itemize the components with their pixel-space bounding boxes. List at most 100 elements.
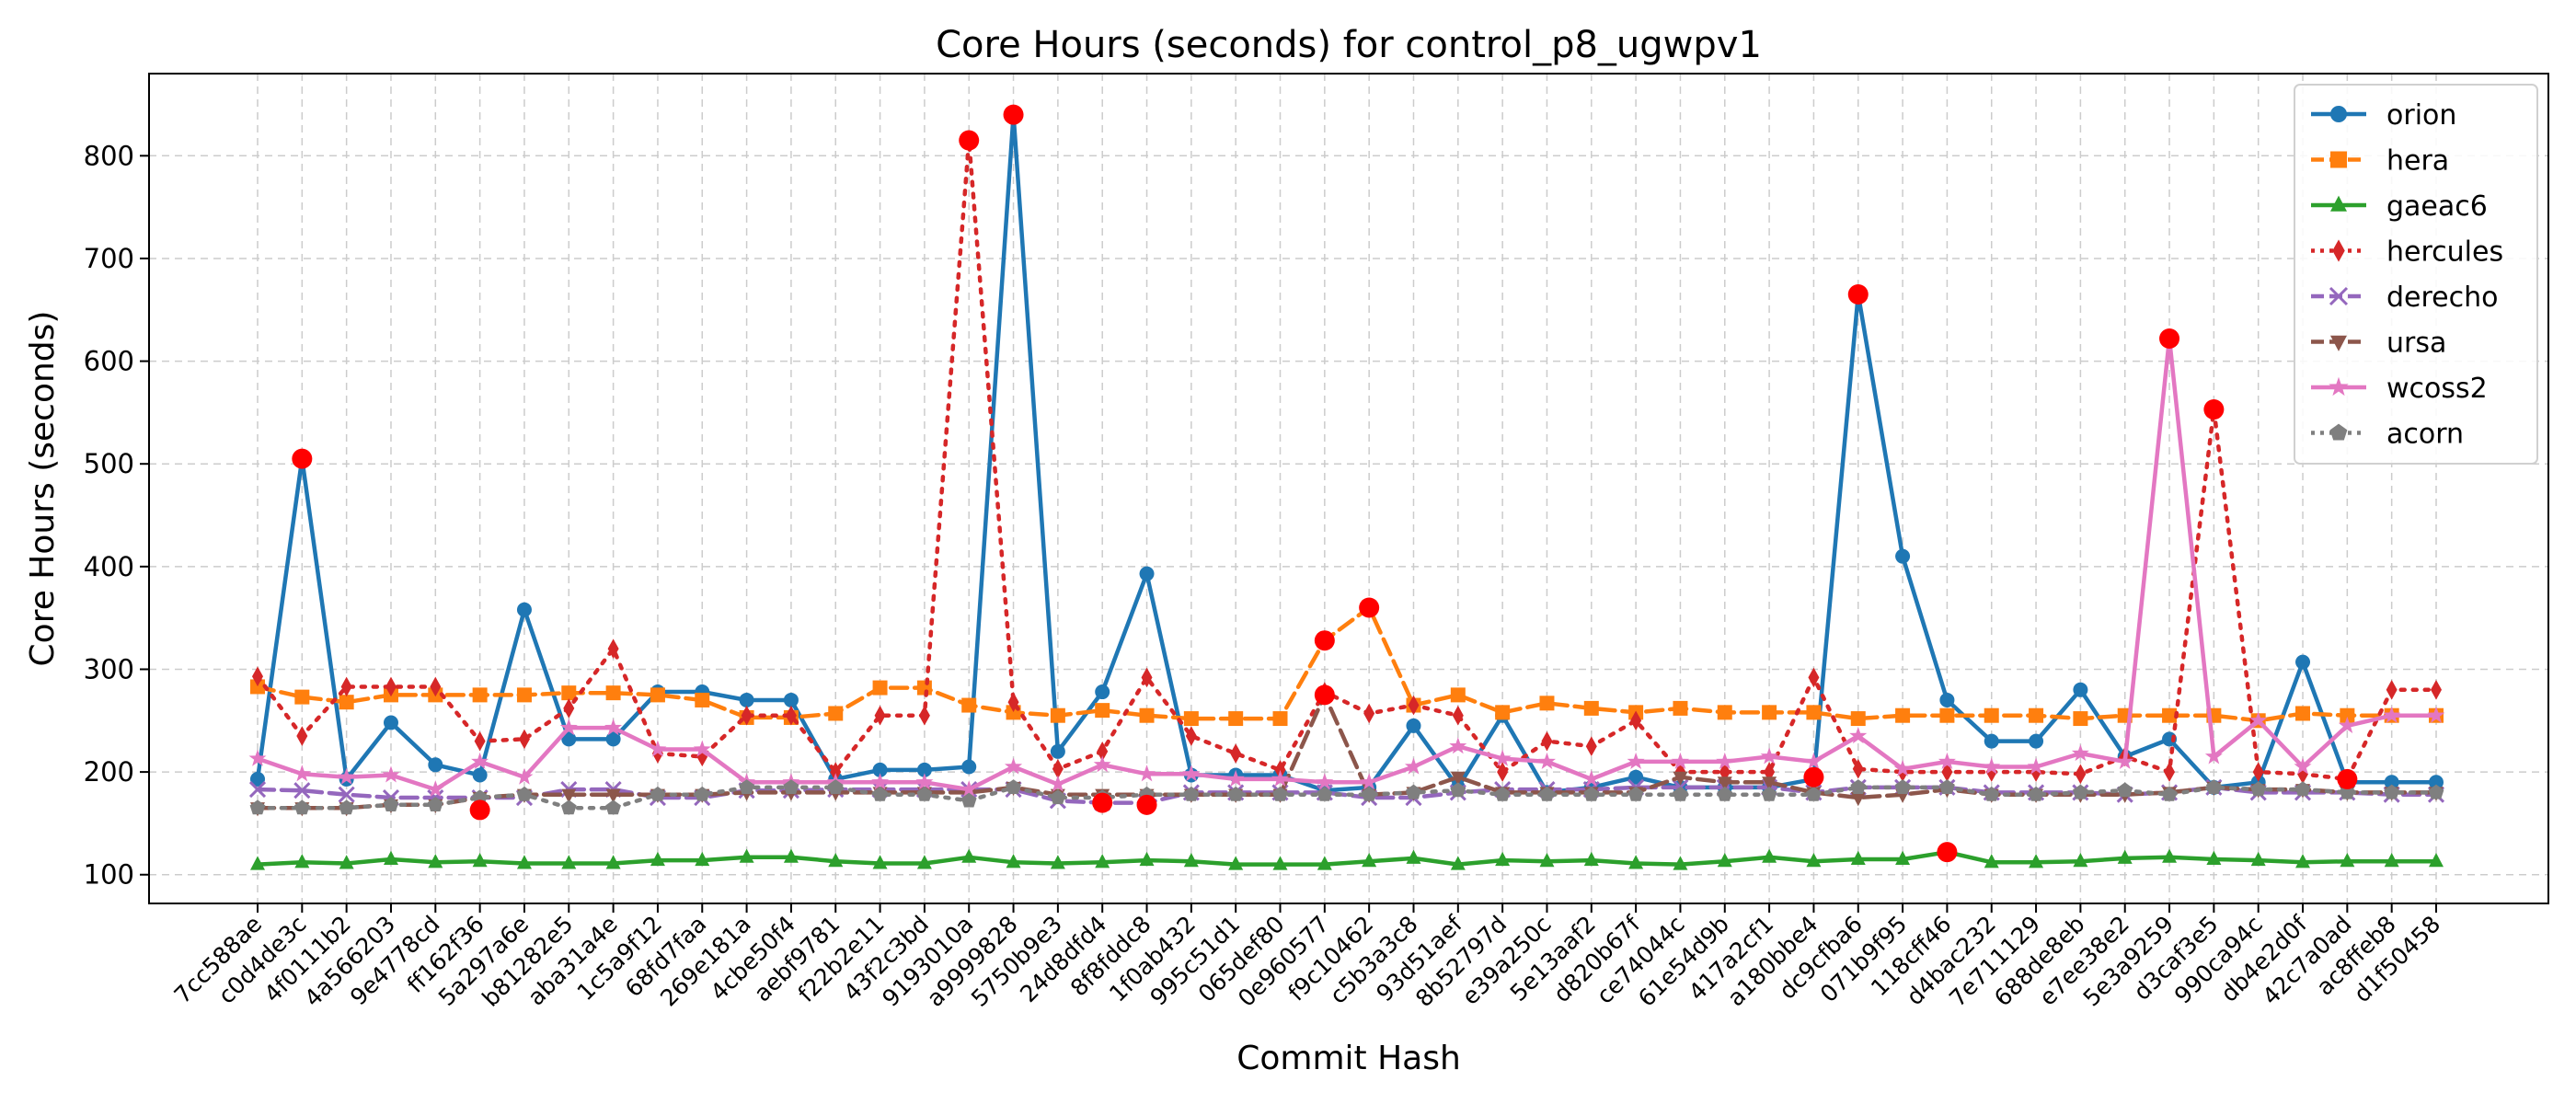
data-point-gaeac6: [1583, 851, 1599, 867]
highlight-point: [959, 130, 980, 151]
legend-marker-hercules: [2332, 239, 2345, 262]
data-point-gaeac6: [2117, 849, 2133, 864]
data-point-hercules: [1097, 741, 1109, 762]
data-point-acorn: [1227, 786, 1244, 801]
data-point-hera: [561, 685, 577, 701]
data-point-hera: [650, 687, 665, 703]
data-point-gaeac6: [472, 853, 488, 868]
data-point-orion: [472, 767, 488, 783]
data-point-acorn: [516, 786, 533, 801]
grid: [149, 74, 2548, 903]
legend-label: hercules: [2386, 236, 2503, 269]
data-point-gaeac6: [1895, 850, 1911, 865]
data-point-wcoss2: [1804, 752, 1823, 769]
legend-item-gaeac6: gaeac6: [2311, 190, 2488, 223]
data-point-gaeac6: [1806, 853, 1822, 868]
data-point-hera: [961, 697, 977, 713]
data-point-hercules: [1808, 667, 1820, 688]
legend-box: [2294, 84, 2538, 465]
data-point-wcoss2: [1271, 769, 1289, 787]
data-point-wcoss2: [1049, 775, 1067, 792]
data-point-wcoss2: [338, 767, 356, 785]
data-point-wcoss2: [1849, 727, 1868, 744]
highlight-point: [1136, 794, 1157, 815]
data-point-wcoss2: [2027, 757, 2045, 775]
data-point-hercules: [874, 705, 886, 726]
y-tick-label: 600: [84, 346, 134, 377]
series-line-acorn: [255, 785, 2439, 811]
data-point-ursa: [605, 788, 621, 803]
data-point-acorn: [1183, 786, 1200, 801]
data-point-hercules: [563, 698, 575, 719]
data-point-hercules: [340, 676, 352, 697]
legend-item-derecho: derecho: [2311, 282, 2499, 314]
highlight-point: [1092, 792, 1113, 813]
data-point-gaeac6: [1539, 853, 1555, 868]
highlight-point: [2203, 399, 2225, 420]
legend-marker-derecho: [2329, 286, 2349, 306]
data-point-acorn: [1406, 784, 1421, 799]
data-point-gaeac6: [516, 855, 532, 869]
data-point-hera: [1850, 711, 1866, 727]
data-point-hercules: [1141, 667, 1153, 688]
data-point-acorn: [1317, 786, 1333, 801]
data-point-derecho: [338, 786, 355, 803]
data-point-wcoss2: [1493, 749, 1512, 766]
data-point-derecho: [248, 781, 267, 799]
data-point-gaeac6: [1362, 853, 1377, 868]
data-point-acorn: [960, 792, 977, 808]
data-point-gaeac6: [1673, 856, 1688, 870]
data-point-gaeac6: [695, 851, 710, 867]
data-point-gaeac6: [828, 853, 844, 868]
data-point-acorn: [1761, 786, 1777, 801]
data-point-wcoss2: [1316, 773, 1334, 790]
data-point-wcoss2: [1938, 752, 1956, 769]
data-point-hera: [1984, 707, 1999, 723]
data-point-acorn: [827, 779, 844, 794]
legend-marker-hera: [2330, 151, 2347, 168]
data-point-hera: [2340, 707, 2355, 723]
data-point-hera: [2029, 707, 2044, 723]
legend-marker-gaeac6: [2330, 195, 2347, 212]
data-point-orion: [961, 759, 977, 775]
data-point-hera: [516, 687, 532, 703]
data-point-hercules: [518, 729, 530, 750]
y-tick-label: 100: [84, 859, 134, 891]
data-point-acorn: [2161, 786, 2178, 801]
data-point-hera: [1495, 705, 1511, 720]
data-point-orion: [516, 602, 532, 617]
data-point-gaeac6: [916, 855, 932, 869]
data-point-orion: [1939, 692, 1955, 707]
data-point-acorn: [2428, 784, 2444, 799]
data-point-hera: [1939, 707, 1955, 723]
y-tick-label: 200: [84, 756, 134, 788]
data-point-ursa: [561, 788, 577, 803]
data-point-acorn: [560, 799, 577, 815]
data-point-acorn: [694, 786, 710, 801]
legend-label: hera: [2386, 145, 2449, 178]
data-point-wcoss2: [871, 773, 890, 790]
data-point-gaeac6: [872, 855, 888, 869]
data-point-orion: [739, 692, 754, 707]
data-point-acorn: [783, 779, 799, 794]
data-point-hercules: [918, 705, 930, 726]
data-point-gaeac6: [339, 855, 354, 869]
data-point-ursa: [1762, 776, 1777, 791]
data-point-gaeac6: [294, 854, 310, 868]
data-point-gaeac6: [428, 854, 443, 868]
data-point-gaeac6: [2162, 848, 2178, 863]
data-point-hercules: [741, 705, 753, 726]
data-point-hera: [1583, 700, 1599, 716]
series-line-hera: [255, 605, 2439, 723]
data-point-derecho: [293, 782, 311, 799]
data-point-orion: [2429, 775, 2444, 790]
legend-marker-orion: [2330, 106, 2347, 122]
data-point-acorn: [2117, 782, 2133, 798]
highlight-point: [1359, 597, 1380, 618]
data-point-wcoss2: [1627, 752, 1645, 769]
data-point-gaeac6: [2206, 850, 2222, 865]
data-point-hercules: [1007, 692, 1019, 712]
data-point-wcoss2: [1582, 769, 1601, 787]
data-point-orion: [2295, 654, 2311, 670]
